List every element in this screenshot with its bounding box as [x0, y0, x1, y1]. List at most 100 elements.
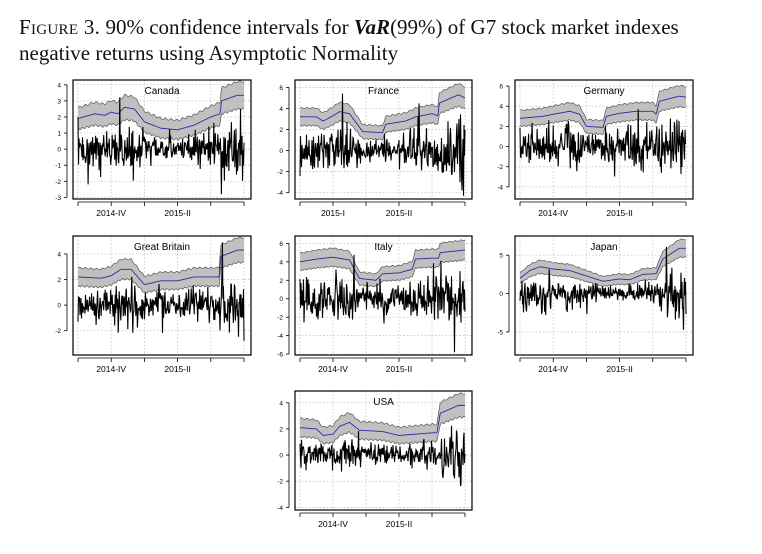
lower-bound-line [519, 105, 687, 136]
panel-japan: -5 0 5 2014-IV 2015-II Japan [497, 235, 694, 374]
panel-title: Japan [590, 242, 617, 253]
y-tick-label: -2 [277, 315, 283, 322]
var-estimate-line [299, 249, 466, 281]
y-tick-label: 2 [57, 114, 61, 121]
x-tick-label: 2014-IV [96, 364, 126, 374]
panel-title: USA [373, 397, 394, 408]
x-tick-label: 2014-IV [318, 519, 348, 529]
panel-italy: -6 -4 -2 0 2 4 6 2014-IV 2015-II Italy [277, 235, 473, 374]
y-tick-label: 0 [499, 144, 503, 151]
var-estimate-line [519, 95, 687, 128]
y-tick-label: 4 [57, 82, 61, 89]
returns-line [77, 97, 245, 195]
caption-text-before: 90% confidence intervals for [105, 15, 354, 39]
caption-var: VaR [353, 15, 391, 39]
lower-bound-line [299, 105, 466, 141]
panel-title: Italy [374, 242, 392, 253]
x-tick-label: 2015-II [164, 208, 190, 218]
y-tick-label: -2 [277, 479, 283, 486]
y-tick-label: 0 [279, 296, 283, 303]
x-tick-label: 2015-II [386, 208, 412, 218]
upper-bound-line [299, 392, 466, 429]
y-tick-label: 6 [499, 84, 503, 91]
y-tick-label: 6 [279, 85, 283, 92]
plot-frame [294, 235, 473, 356]
y-tick-label: -4 [277, 505, 283, 512]
plot-frame [72, 79, 252, 200]
confidence-band [78, 80, 244, 141]
plot-frame [514, 235, 694, 356]
y-tick-label: 3 [57, 98, 61, 105]
lower-bound-line [77, 261, 245, 294]
returns-line [299, 425, 466, 487]
y-tick-label: -2 [497, 164, 503, 171]
x-tick-label: 2015-II [386, 364, 412, 374]
panel-title: Great Britain [134, 242, 190, 253]
y-tick-label: -2 [55, 328, 61, 335]
caption-text-after: (99%) of G7 stock market indexes negativ… [19, 15, 679, 65]
panel-usa: -4 -2 0 2 4 2014-IV 2015-II USA [277, 390, 473, 529]
panel-germany: -4 -2 0 2 4 6 2014-IV 2015-II Germany [497, 79, 694, 218]
x-tick-label: 2014-IV [96, 208, 126, 218]
x-tick-label: 2015-II [386, 519, 412, 529]
panel-canada: -3 -2 -1 0 1 2 3 4 2014-IV 2015-II Canada [55, 79, 252, 218]
var-estimate-line [519, 247, 686, 282]
y-tick-label: 0 [279, 148, 283, 155]
y-tick-label: 0 [279, 453, 283, 460]
panel-great-britain: -2 0 2 4 2014-IV 2015-II Great Britain [55, 235, 252, 374]
upper-bound-line [77, 80, 245, 122]
y-tick-label: -4 [497, 184, 503, 191]
plot-frame [294, 390, 473, 511]
plot-frame [294, 79, 473, 200]
y-tick-label: -6 [277, 352, 283, 359]
x-tick-label: 2014-IV [538, 364, 568, 374]
panel-france: -4 -2 0 2 4 6 2015-I 2015-II France [277, 79, 473, 218]
panel-title: Germany [583, 86, 624, 97]
x-tick-label: 2015-I [321, 208, 345, 218]
returns-line [77, 242, 245, 341]
y-tick-label: 2 [279, 278, 283, 285]
y-tick-label: 2 [499, 124, 503, 131]
x-tick-label: 2015-II [164, 364, 190, 374]
y-tick-label: 1 [57, 131, 61, 138]
y-tick-label: 2 [279, 426, 283, 433]
y-tick-label: 2 [57, 277, 61, 284]
x-tick-label: 2014-IV [318, 364, 348, 374]
x-tick-label: 2014-IV [538, 208, 568, 218]
upper-bound-line [299, 239, 466, 275]
x-tick-label: 2015-II [606, 208, 632, 218]
lower-bound-line [299, 416, 466, 445]
figure-label: Figure 3. [19, 15, 101, 39]
returns-line [519, 109, 687, 177]
upper-bound-line [519, 238, 687, 277]
y-tick-label: 0 [57, 303, 61, 310]
y-tick-label: 4 [279, 400, 283, 407]
y-tick-label: 6 [279, 241, 283, 248]
returns-line [299, 93, 466, 196]
confidence-band [300, 83, 465, 141]
var-estimate-line [300, 94, 466, 134]
y-tick-label: 4 [279, 259, 283, 266]
y-tick-label: 4 [57, 251, 61, 258]
panel-title: France [368, 86, 400, 97]
returns-line [519, 246, 687, 330]
confidence-band [300, 239, 465, 287]
confidence-band [520, 85, 686, 135]
y-tick-label: 5 [499, 253, 503, 260]
plot-frame [72, 235, 252, 356]
y-tick-label: -2 [55, 179, 61, 186]
y-tick-label: 2 [279, 127, 283, 134]
plot-frame [514, 79, 694, 200]
y-tick-label: -2 [277, 169, 283, 176]
upper-bound-line [77, 236, 245, 278]
y-tick-label: -4 [277, 333, 283, 340]
var-estimate-line [77, 249, 244, 286]
confidence-band [300, 392, 465, 445]
var-estimate-line [77, 94, 244, 131]
upper-bound-line [519, 85, 687, 122]
lower-bound-line [299, 259, 466, 288]
y-tick-label: 4 [279, 106, 283, 113]
x-tick-label: 2015-II [606, 364, 632, 374]
lower-bound-line [77, 107, 245, 141]
